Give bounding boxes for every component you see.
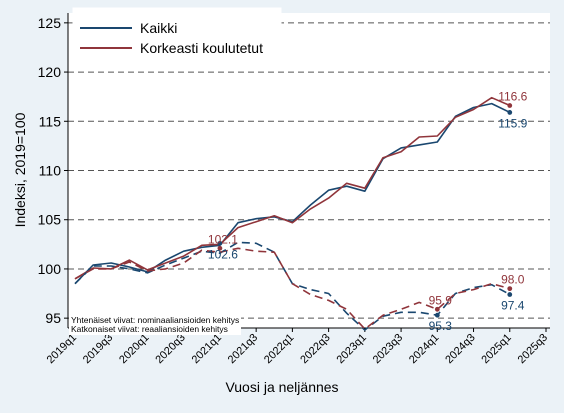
legend-label-kaikki: Kaikki	[140, 20, 177, 36]
data-point-4	[434, 306, 440, 312]
series-line-3	[74, 247, 511, 330]
legend-box	[72, 7, 282, 64]
data-label-2: 102.1	[208, 232, 238, 246]
data-label-4: 95.9	[429, 293, 453, 307]
data-label-1: 115.9	[498, 116, 527, 130]
notes-background	[69, 314, 241, 335]
data-point-5	[434, 312, 440, 318]
x-tick-label-2025q3: 2025q3	[516, 332, 550, 366]
series-line-1	[74, 96, 511, 280]
x-tick-label-2020q3: 2020q3	[153, 332, 187, 366]
series-lines	[74, 96, 513, 331]
note-dashed-lines: Katkonaiset viivat: reaaliansioiden kehi…	[71, 324, 228, 334]
x-tick-label-2019q3: 2019q3	[81, 332, 115, 366]
legend-label-korkeasti: Korkeasti koulutetut	[140, 40, 263, 56]
x-axis-label: Vuosi ja neljännes	[225, 379, 338, 395]
y-tick-label-125: 125	[38, 15, 62, 31]
data-point-6	[507, 286, 513, 292]
data-label-5: 95.3	[429, 319, 453, 333]
data-point-2	[217, 245, 223, 251]
data-label-7: 97.4	[501, 299, 525, 313]
y-tick-label-110: 110	[39, 163, 62, 179]
data-label-6: 98.0	[501, 273, 525, 287]
legend: Kaikki Korkeasti koulutetut	[72, 7, 282, 64]
y-tick-label-105: 105	[38, 212, 62, 228]
x-tick-label-2023q3: 2023q3	[371, 332, 405, 366]
x-tick-label-2022q3: 2022q3	[298, 332, 332, 366]
notes-box: Yhtenäiset viivat: nominaaliansioiden ke…	[69, 314, 241, 335]
y-axis-label: Indeksi, 2019=100	[12, 112, 28, 227]
x-tick-label-2023q1: 2023q1	[335, 332, 369, 366]
data-point-1	[507, 110, 513, 115]
y-tick-label-100: 100	[38, 261, 62, 277]
y-axis: 95 100 105 110 115 120 125	[38, 13, 69, 328]
x-tick-label-2021q1: 2021q1	[190, 332, 224, 366]
x-tick-label-2024q3: 2024q3	[443, 332, 477, 366]
y-tick-label-95: 95	[45, 310, 61, 326]
y-tick-label-115: 115	[39, 113, 62, 129]
data-label-0: 116.6	[498, 90, 527, 104]
data-label-3: 102.6	[208, 247, 238, 261]
x-tick-label-2020q1: 2020q1	[117, 332, 151, 366]
data-point-7	[507, 292, 513, 297]
data-point-0	[507, 103, 513, 108]
x-tick-label-2025q1: 2025q1	[479, 332, 513, 366]
x-tick-label-2022q1: 2022q1	[262, 332, 296, 366]
note-solid-lines: Yhtenäiset viivat: nominaaliansioiden ke…	[71, 315, 239, 325]
x-tick-label-2019q1: 2019q1	[45, 332, 79, 366]
y-tick-label-120: 120	[38, 64, 62, 80]
data-point-3	[217, 240, 223, 246]
x-tick-label-2024q1: 2024q1	[407, 332, 441, 366]
x-tick-label-2021q3: 2021q3	[226, 332, 260, 366]
